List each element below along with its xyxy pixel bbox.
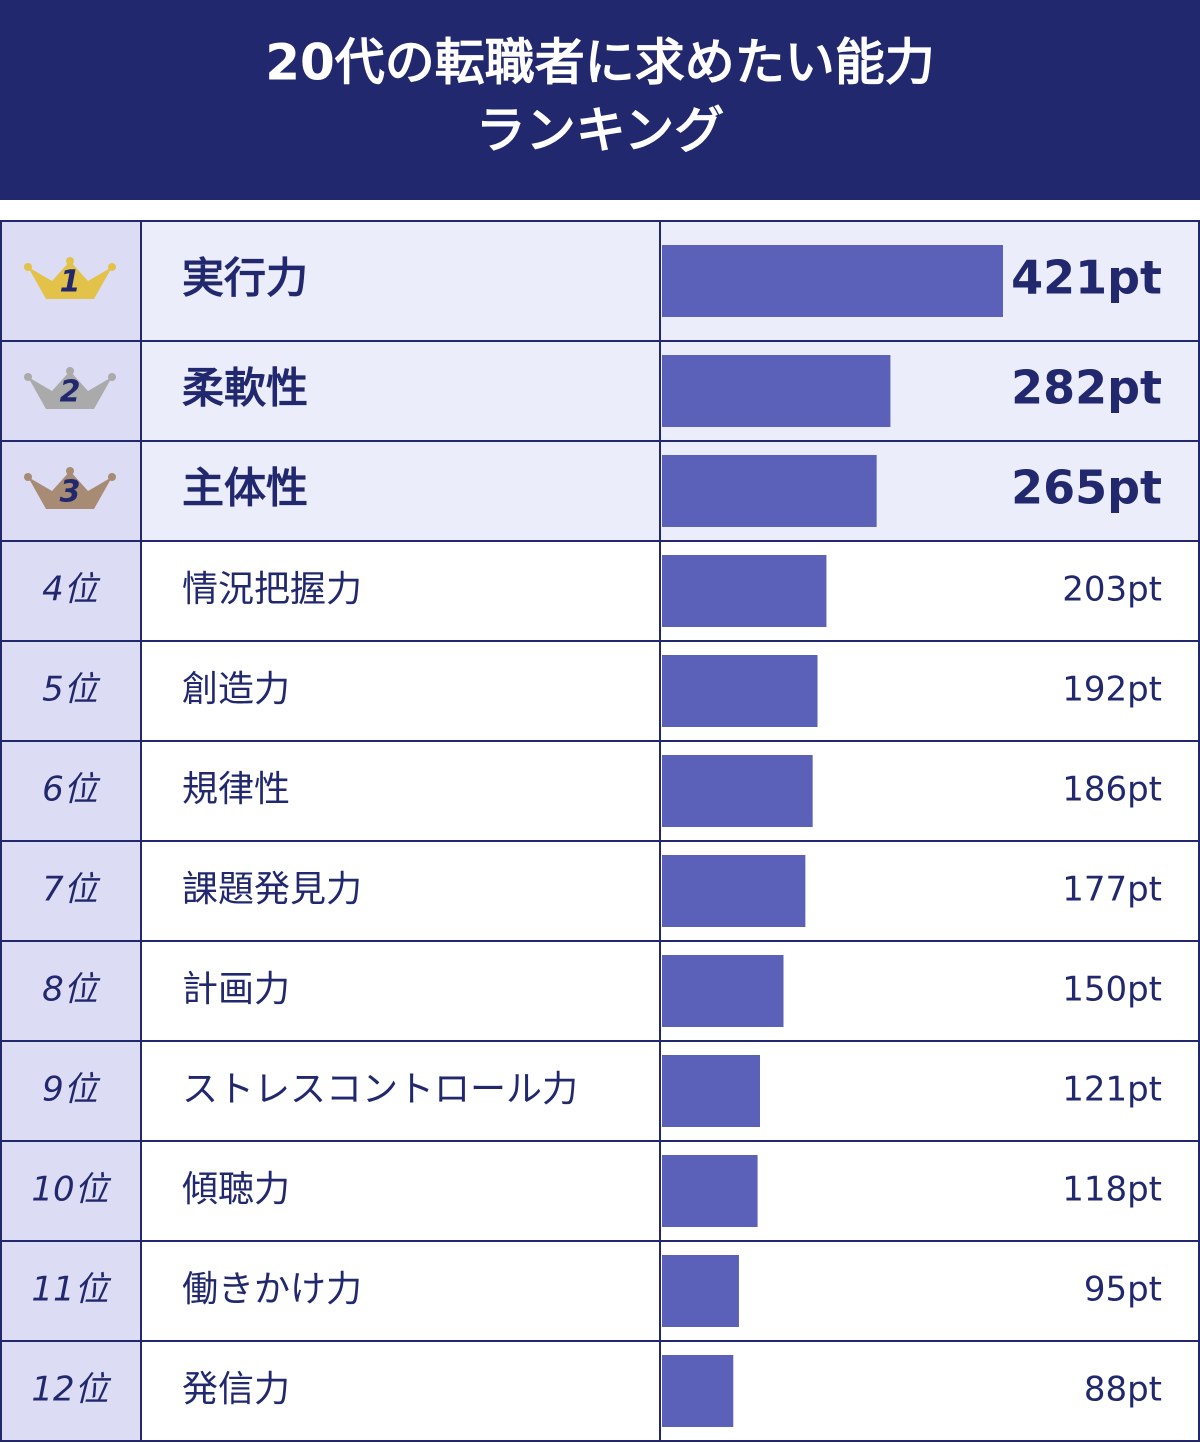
ability-name: 規律性 (182, 769, 290, 810)
value-label: 95pt (1084, 1270, 1162, 1310)
bar (662, 1055, 761, 1127)
bar (662, 855, 806, 927)
crown-dot (24, 373, 32, 381)
crown-dot (24, 263, 32, 271)
rank: 8位 (42, 970, 101, 1010)
crown (28, 371, 112, 409)
ability-name: 傾聴力 (182, 1169, 290, 1210)
rank-cell (1, 841, 141, 941)
rank: 5位 (42, 670, 101, 710)
value-label: 121pt (1062, 1070, 1162, 1110)
rank-cell (1, 1141, 141, 1241)
crown-dot (108, 473, 116, 481)
value-label: 177pt (1062, 870, 1162, 910)
ability-name: 柔軟性 (182, 364, 308, 413)
rank: 10位 (31, 1170, 111, 1210)
bar (662, 555, 827, 627)
bar (662, 655, 818, 727)
rank-cell (1, 741, 141, 841)
crown-dot (108, 373, 116, 381)
rank: 11位 (31, 1270, 111, 1310)
bar (662, 1155, 758, 1227)
crown-dot (66, 467, 74, 475)
rank-cell (1, 1241, 141, 1341)
rank-cell (1, 941, 141, 1041)
crown (28, 471, 112, 509)
title: 20代の転職者に求めたい能力 (265, 34, 935, 92)
title: ランキング (476, 102, 725, 160)
value-label: 186pt (1062, 770, 1162, 810)
rank-cell (1, 541, 141, 641)
value-label: 421pt (1011, 251, 1162, 305)
rank: 2 (60, 375, 81, 410)
rank-cell (1, 1341, 141, 1441)
ability-name: ストレスコントロール力 (182, 1069, 578, 1110)
bar (662, 755, 813, 827)
rank-cell (1, 1041, 141, 1141)
ability-name: 課題発見力 (182, 869, 362, 910)
rank: 6位 (42, 770, 101, 810)
bar (662, 1255, 739, 1327)
rank-cell (1, 641, 141, 741)
value-label: 265pt (1011, 461, 1162, 515)
value-label: 150pt (1062, 970, 1162, 1010)
rank: 12位 (31, 1370, 111, 1410)
value-label: 203pt (1062, 570, 1162, 610)
bar (662, 355, 891, 427)
ability-name: 働きかけ力 (182, 1269, 362, 1310)
crown-dot (66, 257, 74, 265)
ability-name: 情況把握力 (182, 569, 362, 610)
rank: 3 (60, 475, 81, 510)
ability-name: 発信力 (182, 1369, 290, 1410)
bar (662, 1355, 734, 1427)
value-label: 282pt (1011, 361, 1162, 415)
rank: 7位 (42, 870, 101, 910)
value-label: 118pt (1062, 1170, 1162, 1210)
ability-name: 創造力 (182, 669, 290, 710)
ability-name: 実行力 (182, 254, 308, 303)
rank: 9位 (42, 1070, 101, 1110)
value-label: 192pt (1062, 670, 1162, 710)
crown-dot (108, 263, 116, 271)
header (0, 0, 1200, 200)
crown (28, 261, 112, 299)
rank: 4位 (42, 570, 101, 610)
bar (662, 955, 784, 1027)
ability-name: 計画力 (182, 969, 290, 1010)
crown-dot (66, 367, 74, 375)
bar (662, 455, 877, 527)
crown-dot (24, 473, 32, 481)
value-label: 88pt (1084, 1370, 1162, 1410)
bar (662, 245, 1004, 317)
rank: 1 (60, 265, 81, 300)
ability-name: 主体性 (182, 464, 308, 513)
